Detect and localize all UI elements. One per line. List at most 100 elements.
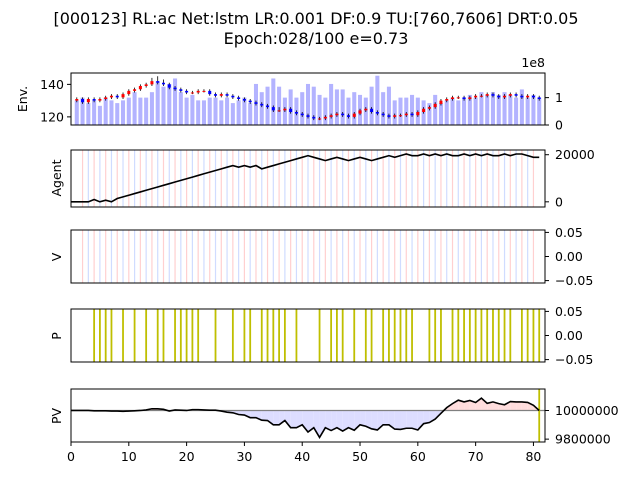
volume-bar	[329, 83, 334, 125]
candle-up	[439, 100, 443, 104]
pv-area-segment	[331, 410, 337, 431]
candle-down	[208, 90, 212, 95]
volume-bar	[502, 92, 507, 125]
volume-bar	[438, 103, 443, 125]
pv-area-segment	[348, 410, 355, 431]
pv-area-segment	[342, 410, 349, 432]
env-plot-area	[74, 75, 542, 125]
pv-right-tick-label: 10000000	[555, 403, 619, 418]
p-right-tick-label: −0.05	[555, 352, 593, 367]
pv-area-segment	[360, 410, 366, 427]
volume-bar	[311, 86, 316, 125]
candle-up	[398, 115, 402, 117]
pv-area-segment	[383, 410, 389, 425]
volume-bar	[190, 94, 195, 125]
agent-series-line	[71, 153, 540, 203]
volume-bar	[219, 100, 224, 125]
pv-area-segment	[469, 400, 476, 411]
candle-down	[341, 113, 345, 116]
candle-down	[387, 115, 391, 117]
volume-bar	[427, 103, 432, 125]
volume-bar	[248, 103, 253, 125]
pv-area-segment	[498, 403, 505, 411]
candle-up	[133, 89, 137, 91]
volume-bar	[92, 100, 97, 125]
volume-bar	[86, 103, 91, 125]
candle-down	[242, 99, 246, 101]
x-tick-label: 60	[410, 449, 426, 464]
candle-up	[323, 116, 327, 119]
pv-area-segment	[458, 400, 465, 411]
volume-bar	[213, 97, 218, 125]
candle-down	[173, 87, 177, 90]
candle-down	[225, 94, 229, 96]
pv-area-segment	[423, 410, 430, 424]
v-ylabel: V	[49, 252, 64, 261]
agent-right-ticks: 0 20000	[545, 147, 595, 209]
candle-down	[497, 95, 501, 98]
candle-up	[364, 108, 368, 111]
pv-panel: PV 10000000 9800000 0 10 20 30 40 50 60 70 80	[49, 388, 619, 464]
volume-bar	[173, 78, 178, 125]
agent-right-tick-label: 20000	[555, 147, 595, 162]
env-ylabel: Env.	[15, 86, 30, 112]
candle-down	[167, 84, 171, 88]
pv-right-ticks: 10000000 9800000	[545, 403, 619, 447]
candle-up	[283, 108, 287, 111]
x-tick-label: 80	[525, 449, 541, 464]
v-panel: V 0.05 0.00 −0.05	[49, 225, 593, 288]
candle-down	[491, 94, 495, 96]
candle-down	[161, 82, 165, 85]
pv-series-line	[71, 397, 540, 439]
volume-bar	[277, 86, 282, 125]
candle-up	[479, 95, 483, 97]
volume-bar	[450, 97, 455, 125]
volume-bar	[207, 97, 212, 125]
volume-bar	[259, 92, 264, 125]
candle-down	[266, 105, 270, 108]
volume-bar	[514, 97, 519, 125]
v-right-tick-label: −0.05	[555, 273, 593, 288]
volume-bar	[467, 94, 472, 125]
volume-bar	[334, 89, 339, 125]
candle-down	[312, 116, 316, 119]
pv-area-segment	[273, 410, 280, 425]
volume-bar	[225, 97, 230, 125]
pv-area-segment	[510, 401, 517, 411]
pv-area-segment	[452, 400, 459, 411]
v-right-ticks: 0.05 0.00 −0.05	[545, 225, 593, 288]
candle-up	[277, 110, 281, 112]
pv-area-segment	[319, 410, 326, 438]
candle-down	[300, 113, 304, 116]
candle-up	[109, 95, 113, 98]
candle-down	[462, 97, 466, 99]
volume-bar	[167, 83, 172, 125]
x-tick-label: 50	[352, 449, 368, 464]
volume-bar	[444, 100, 449, 125]
volume-bar	[531, 94, 536, 125]
candle-down	[156, 81, 160, 83]
volume-bar	[323, 97, 328, 125]
candle-down	[271, 107, 275, 111]
volume-bar	[109, 100, 114, 125]
env-left-tick-label: 140	[40, 77, 64, 92]
volume-bar	[479, 92, 484, 125]
pv-area-segment	[521, 401, 528, 411]
pv-area-segment	[388, 410, 395, 430]
candle-down	[294, 112, 298, 114]
p-right-ticks: 0.05 0.00 −0.05	[545, 304, 593, 367]
pv-area-segment	[400, 410, 407, 430]
candle-up	[468, 97, 472, 99]
volume-bar	[369, 86, 374, 125]
volume-bar	[398, 97, 403, 125]
candle-up	[104, 97, 108, 99]
volume-bar	[485, 94, 490, 125]
pv-area-segment	[487, 401, 493, 411]
candle-up	[202, 90, 206, 92]
volume-bar	[519, 89, 524, 125]
pv-area-segment	[481, 398, 488, 411]
volume-bar	[201, 100, 206, 125]
candle-down	[81, 99, 85, 103]
candle-up	[352, 113, 356, 117]
pv-area-segment	[475, 398, 482, 411]
